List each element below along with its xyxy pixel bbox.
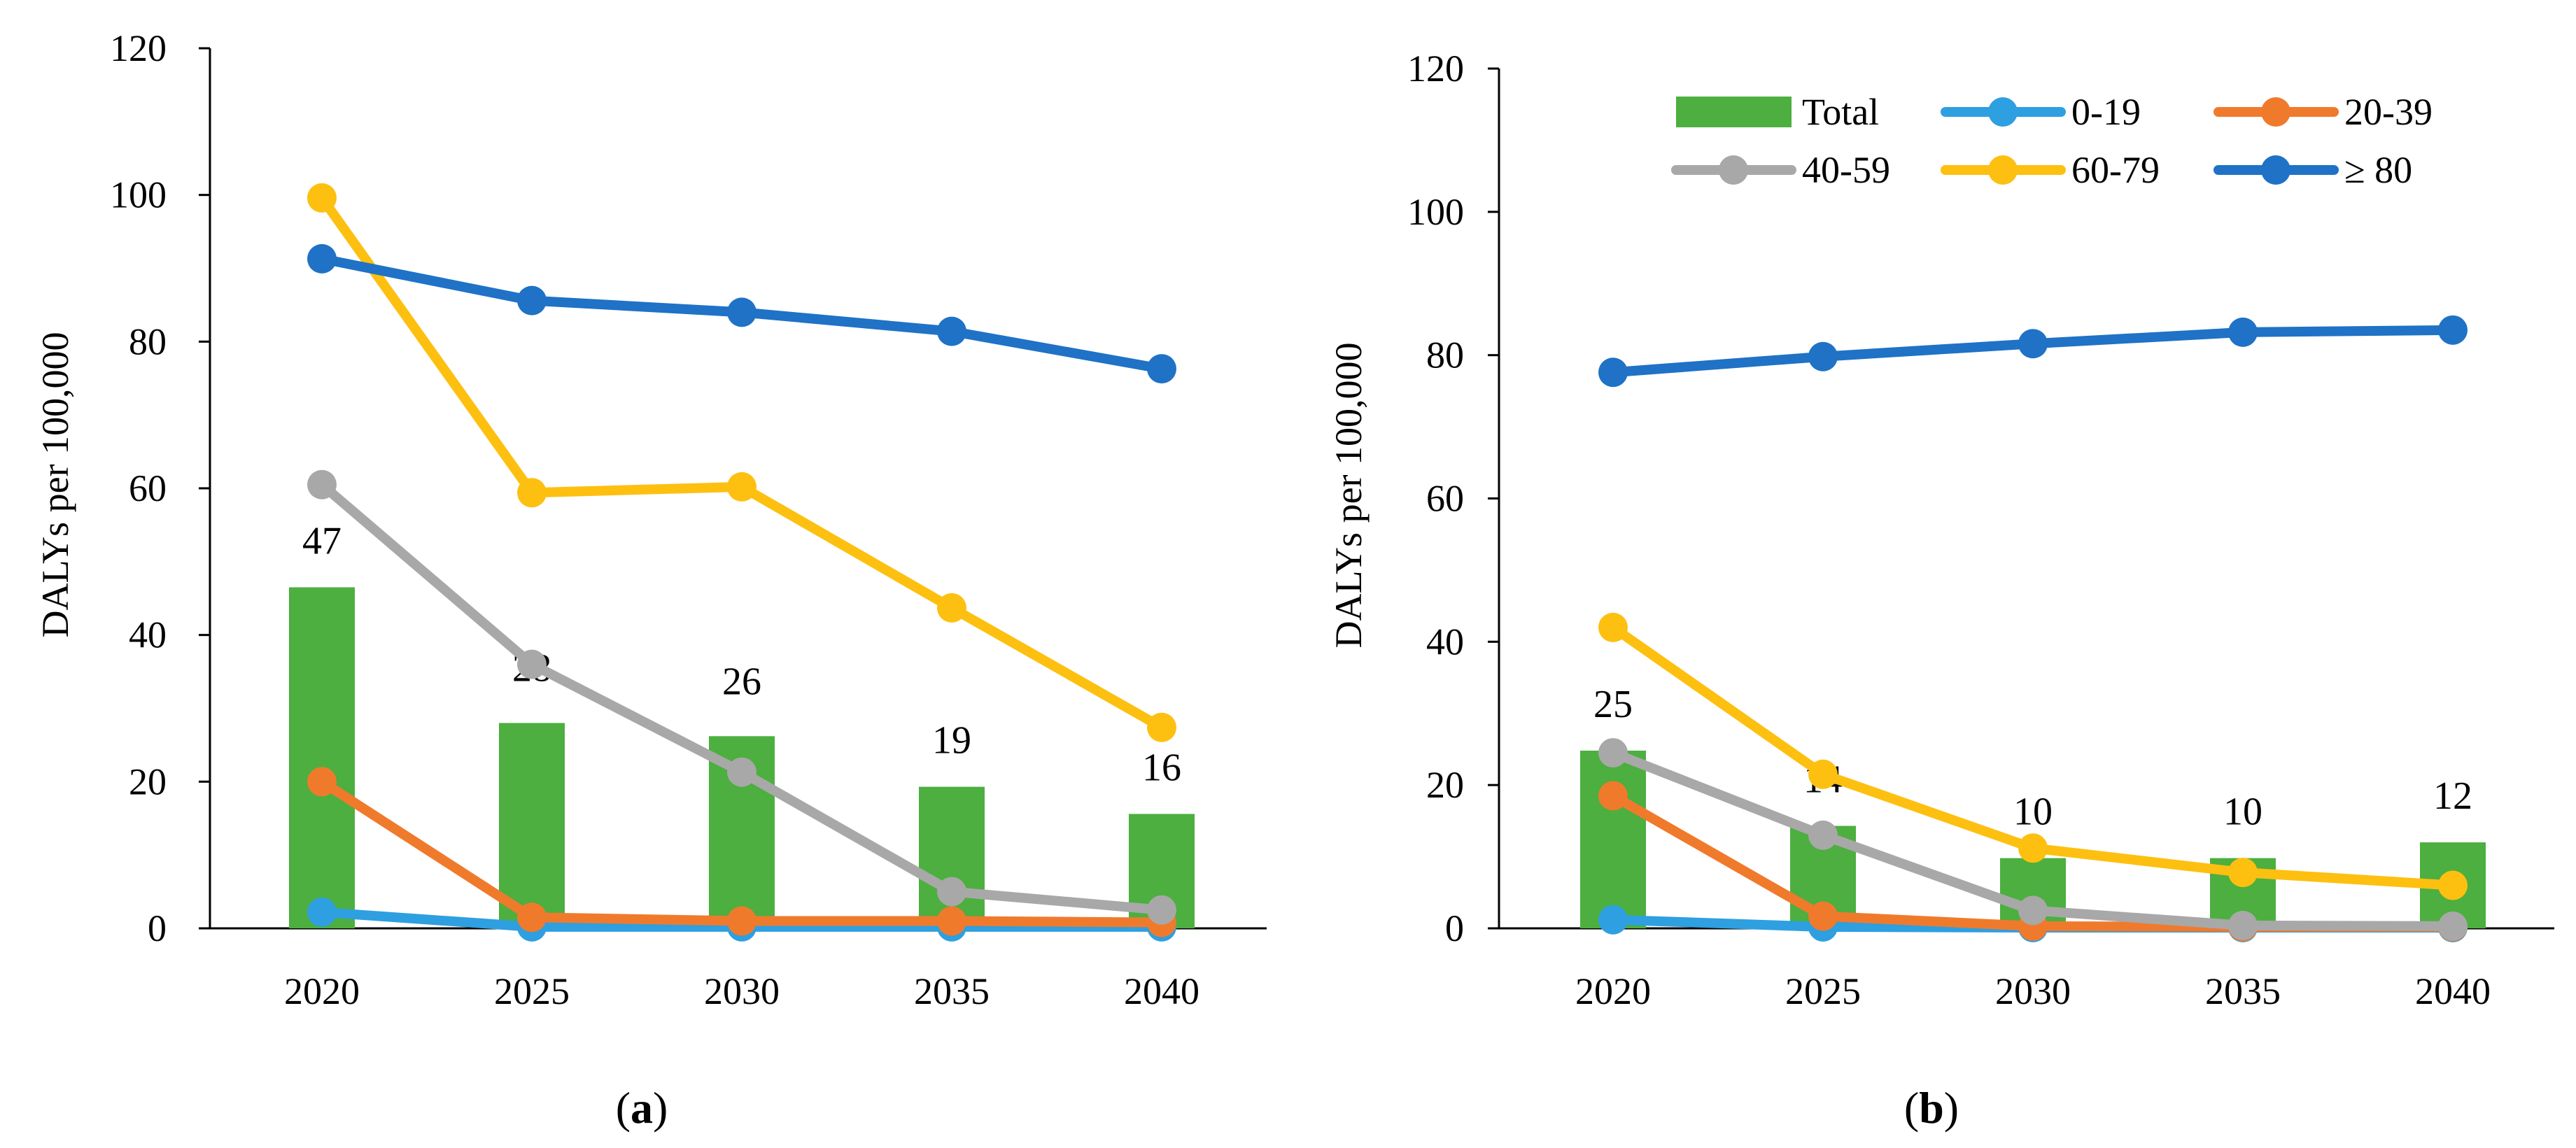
chart-a-series-point bbox=[1147, 712, 1176, 742]
chart-a-series-point bbox=[937, 316, 966, 346]
chart-b-panel-label: (b) bbox=[1904, 1083, 1959, 1133]
chart-a-series-point bbox=[307, 243, 337, 274]
legend-swatch-marker bbox=[1988, 97, 2018, 127]
chart-a-y-tick-label: 60 bbox=[129, 467, 167, 509]
legend-label: 0-19 bbox=[2071, 91, 2141, 133]
chart-a-series-point bbox=[517, 478, 547, 508]
chart-a-y-tick-label: 100 bbox=[110, 174, 167, 216]
legend-swatch-marker bbox=[2261, 155, 2290, 185]
chart-b-series-point bbox=[1598, 612, 1628, 642]
chart-a-x-tick-label: 2025 bbox=[494, 970, 570, 1012]
chart-a-bar-label: 26 bbox=[722, 660, 761, 703]
chart-b-bar bbox=[1580, 751, 1646, 928]
chart-a-series-point bbox=[517, 285, 547, 316]
chart-a-series-point bbox=[937, 877, 966, 907]
chart-a-bar bbox=[499, 723, 565, 928]
chart-a-series-point bbox=[727, 757, 756, 787]
chart-b-series-point bbox=[2228, 858, 2258, 888]
chart-b-x-tick-label: 2030 bbox=[1995, 970, 2071, 1012]
chart-b-series-point bbox=[1598, 905, 1628, 935]
chart-a-bar-label: 19 bbox=[932, 719, 971, 763]
chart-b-y-tick-label: 20 bbox=[1426, 764, 1464, 806]
chart-a-series-point bbox=[517, 649, 547, 679]
legend-label: 60-79 bbox=[2071, 149, 2160, 191]
legend-swatch-total bbox=[1676, 97, 1792, 127]
chart-a-y-axis-title: DALYs per 100,000 bbox=[34, 332, 76, 637]
chart-a-bar-label: 47 bbox=[302, 520, 342, 563]
chart-a-series-point bbox=[937, 593, 966, 623]
chart-b-x-tick-label: 2020 bbox=[1575, 970, 1651, 1012]
chart-b-bar-label: 25 bbox=[1593, 683, 1633, 726]
chart-a-bar-label: 16 bbox=[1142, 746, 1181, 789]
chart-a-series-point bbox=[307, 767, 337, 797]
chart-b-y-tick-label: 120 bbox=[1407, 48, 1464, 90]
chart-b-series-point bbox=[2438, 911, 2468, 941]
chart-a-series-point bbox=[307, 469, 337, 499]
chart-b-series-point bbox=[2228, 317, 2258, 347]
chart-b-y-axis-title: DALYs per 100,000 bbox=[1328, 342, 1370, 648]
chart-b-y-tick-label: 80 bbox=[1426, 334, 1464, 376]
chart-b-legend: Total 0-19 20-39 40-59 60-79 ≥ 80 bbox=[1671, 91, 2433, 191]
chart-a-x-tick-label: 2020 bbox=[284, 970, 360, 1012]
chart-b-series-point bbox=[1808, 341, 1838, 371]
chart-b-x-tick-label: 2025 bbox=[1785, 970, 1861, 1012]
chart-b-y-tick-label: 100 bbox=[1407, 191, 1464, 233]
chart-b-series-point bbox=[2018, 833, 2048, 863]
chart-a-y-tick-label: 80 bbox=[129, 320, 167, 362]
chart-a-series-point bbox=[517, 902, 547, 933]
legend-label: 20-39 bbox=[2344, 91, 2433, 133]
chart-b-series-point bbox=[2438, 870, 2468, 900]
chart-a-series-point bbox=[727, 297, 756, 327]
chart-b-y-tick-label: 0 bbox=[1445, 907, 1464, 949]
chart-a-series-point bbox=[727, 472, 756, 502]
chart-a-series-point bbox=[307, 183, 337, 213]
chart-a-series-point bbox=[307, 897, 337, 927]
chart-a-bar bbox=[289, 587, 355, 928]
chart-b-bar-label: 10 bbox=[2223, 791, 2262, 834]
chart-a-x-tick-label: 2040 bbox=[1124, 970, 1199, 1012]
chart-b-y-tick-label: 60 bbox=[1426, 478, 1464, 520]
chart-a-panel-label: (a) bbox=[616, 1083, 668, 1133]
chart-b-series-point bbox=[2018, 329, 2048, 359]
chart-b-x-tick-label: 2040 bbox=[2415, 970, 2491, 1012]
chart-a-series-point bbox=[937, 906, 966, 936]
legend-label: 40-59 bbox=[1802, 149, 1890, 191]
chart-a-x-tick-label: 2030 bbox=[704, 970, 780, 1012]
chart-b-series-point bbox=[1808, 759, 1838, 789]
chart-b-series-point bbox=[1598, 357, 1628, 388]
chart-b-lines bbox=[1598, 315, 2468, 942]
chart-a-x-tick-label: 2035 bbox=[914, 970, 990, 1012]
chart-a-series-point bbox=[1147, 895, 1176, 925]
chart-b-series-point bbox=[1598, 781, 1628, 811]
chart-b-x-tick-label: 2035 bbox=[2205, 970, 2281, 1012]
chart-b-series-point bbox=[1808, 820, 1838, 850]
chart-a-series-point bbox=[1147, 354, 1176, 384]
legend-label: Total bbox=[1802, 91, 1879, 133]
chart-a-series-point bbox=[727, 906, 756, 936]
legend-swatch-marker bbox=[1988, 155, 2018, 185]
chart-a-y-tick-label: 120 bbox=[110, 27, 167, 69]
chart-b-series-point bbox=[2438, 315, 2468, 345]
chart-b-series-point bbox=[1808, 901, 1838, 931]
chart-a-y-tick-label: 40 bbox=[129, 614, 167, 656]
legend-label: ≥ 80 bbox=[2344, 149, 2412, 191]
chart-b-series-point bbox=[2018, 895, 2048, 926]
chart-a-y-tick-label: 20 bbox=[129, 760, 167, 802]
chart-b-y-tick-label: 40 bbox=[1426, 621, 1464, 662]
chart-a-y-tick-label: 0 bbox=[148, 907, 167, 949]
chart-b-series-point bbox=[2228, 910, 2258, 940]
legend-swatch-marker bbox=[1719, 155, 1748, 185]
chart-b-series-point bbox=[1598, 738, 1628, 768]
chart-b-bar-label: 10 bbox=[2013, 791, 2053, 834]
chart-a-lines bbox=[307, 183, 1176, 942]
chart-b-bar-label: 12 bbox=[2433, 774, 2472, 818]
legend-swatch-marker bbox=[2261, 97, 2290, 127]
